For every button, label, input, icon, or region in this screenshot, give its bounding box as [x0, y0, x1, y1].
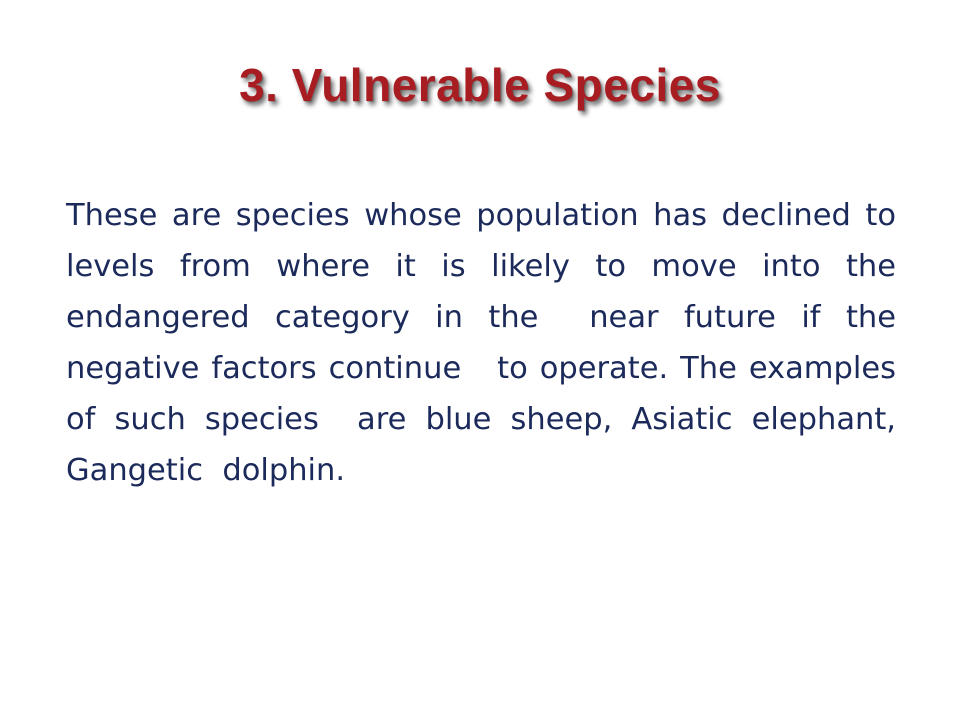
slide-title: 3. Vulnerable Species: [239, 59, 721, 111]
slide-body-text: These are species whose population has d…: [66, 198, 906, 488]
